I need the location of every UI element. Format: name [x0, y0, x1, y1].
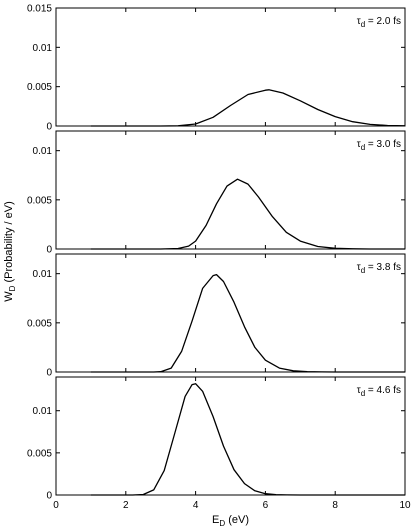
panel-2-ytick-label: 0: [46, 245, 52, 256]
panel-4-annotation: τd = 4.6 fs: [357, 385, 401, 398]
panel-4-ytick-label: 0.005: [27, 448, 52, 459]
x-tick-label: 10: [399, 500, 411, 511]
panel-2-annotation: τd = 3.0 fs: [357, 139, 401, 152]
y-axis-label: WD (Probability / eV): [3, 201, 17, 302]
x-tick-label: 2: [123, 500, 129, 511]
panel-4-ytick-label: 0.01: [33, 406, 53, 417]
panel-1-curve: [90, 89, 406, 127]
panel-1-ytick-label: 0: [46, 122, 52, 133]
panel-1-annotation: τd = 2.0 fs: [357, 16, 401, 29]
x-axis-label: ED (eV): [212, 514, 249, 526]
panel-4-curve: [90, 383, 405, 496]
panel-2-frame: [55, 130, 406, 250]
panel-1-ytick-label: 0.015: [27, 4, 52, 15]
panel-3-annotation: τd = 3.8 fs: [357, 262, 401, 275]
panel-2-ytick-label: 0.01: [33, 146, 53, 157]
panel-3-ytick-label: 0: [46, 368, 52, 379]
panel-3-curve: [90, 273, 405, 373]
x-tick-label: 4: [193, 500, 199, 511]
panel-1-ytick-label: 0.01: [33, 43, 53, 54]
panel-2-ytick-label: 0.005: [27, 195, 52, 206]
x-tick-label: 8: [332, 500, 338, 511]
panel-1-ytick-label: 0.005: [27, 82, 52, 93]
panel-2-curve: [90, 178, 405, 250]
panel-1-frame: [55, 7, 406, 127]
panel-3-ytick-label: 0.005: [27, 318, 52, 329]
panel-3-frame: [55, 253, 406, 373]
panel-4-frame: [55, 376, 406, 496]
panel-3-ytick-label: 0.01: [33, 269, 53, 280]
x-tick-label: 6: [263, 500, 269, 511]
x-tick-label: 0: [53, 500, 59, 511]
panel-4-ytick-label: 0: [46, 491, 52, 502]
